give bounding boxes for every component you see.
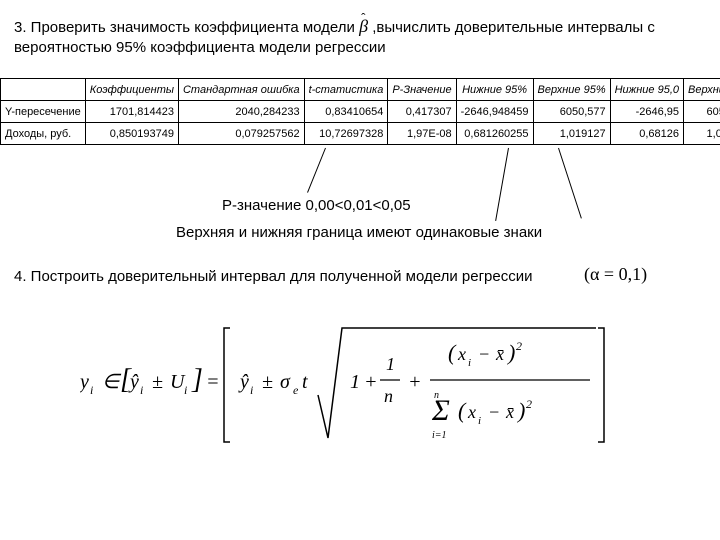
annotation-line — [558, 148, 582, 219]
col-header — [1, 79, 86, 101]
svg-text:σ: σ — [280, 371, 291, 393]
cell: 0,850193749 — [85, 123, 178, 145]
svg-text:e: e — [293, 383, 299, 397]
cell: 10,72697328 — [304, 123, 388, 145]
svg-text:+: + — [364, 371, 378, 393]
svg-text:=: = — [206, 371, 220, 393]
svg-text:i: i — [478, 415, 481, 427]
annotation-line — [307, 148, 326, 193]
cell: 1,019127 — [533, 123, 610, 145]
col-header: Стандартная ошибка — [178, 79, 304, 101]
svg-text:i: i — [250, 383, 253, 397]
cell: 0,079257562 — [178, 123, 304, 145]
cell: 0,68126 — [610, 123, 683, 145]
svg-text:t: t — [302, 371, 308, 393]
svg-text:(: ( — [448, 340, 457, 365]
pvalue-annotation: Р-значение 0,00<0,01<0,05 — [222, 197, 411, 214]
svg-text:i: i — [468, 357, 471, 369]
svg-text:x: x — [457, 344, 466, 364]
alpha-text: (α = 0,1) — [584, 264, 647, 285]
svg-text:x: x — [467, 402, 476, 422]
svg-text:x̄: x̄ — [505, 402, 514, 422]
cell: -2646,948459 — [456, 101, 533, 123]
col-header: t-статистика — [304, 79, 388, 101]
table-header-row: Коэффициенты Стандартная ошибка t-статис… — [1, 79, 720, 101]
bounds-annotation: Верхняя и нижняя граница имеют одинаковы… — [176, 224, 542, 241]
cell: -2646,95 — [610, 101, 683, 123]
svg-text:1: 1 — [350, 371, 360, 393]
beta-symbol: βˆ — [359, 16, 368, 36]
svg-text:y: y — [80, 371, 89, 393]
cell: 0,681260255 — [456, 123, 533, 145]
task3-text: 3. Проверить значимость коэффициента мод… — [14, 14, 706, 59]
col-header: Коэффициенты — [85, 79, 178, 101]
svg-text:(: ( — [458, 398, 467, 423]
confidence-interval-formula: y i ∈ [ ŷ i ± U i ] = ŷ i ± σ e t 1 + 1 … — [80, 320, 610, 455]
svg-text:−: − — [488, 402, 500, 422]
table-row: Y-пересечение 1701,814423 2040,284233 0,… — [1, 101, 720, 123]
beta-hat: ˆ — [361, 9, 365, 27]
svg-text:2: 2 — [516, 339, 522, 353]
cell: 1701,814423 — [85, 101, 178, 123]
svg-text:+: + — [408, 371, 422, 393]
task4-text: 4. Построить доверительный интервал для … — [14, 268, 533, 285]
col-header: Верхние 95% — [533, 79, 610, 101]
cell: 1,01912 — [684, 123, 720, 145]
cell: 6050,577 — [533, 101, 610, 123]
table-row: Доходы, руб. 0,850193749 0,079257562 10,… — [1, 123, 720, 145]
svg-text:ŷ: ŷ — [238, 371, 249, 393]
cell: 0,83410654 — [304, 101, 388, 123]
cell: 0,417307 — [388, 101, 456, 123]
coefficients-table: Коэффициенты Стандартная ошибка t-статис… — [0, 78, 720, 145]
svg-text:ŷ: ŷ — [128, 371, 139, 393]
svg-text:i: i — [184, 383, 187, 397]
cell: 2040,284233 — [178, 101, 304, 123]
svg-text:i: i — [90, 383, 93, 397]
svg-text:−: − — [478, 344, 490, 364]
svg-text:n: n — [434, 390, 439, 401]
svg-text:±: ± — [262, 371, 273, 393]
svg-text:±: ± — [152, 371, 163, 393]
svg-text:): ) — [506, 340, 515, 365]
col-header: Нижние 95% — [456, 79, 533, 101]
svg-text:n: n — [384, 386, 393, 406]
svg-text:]: ] — [191, 364, 203, 395]
col-header: P-Значение — [388, 79, 456, 101]
svg-text:2: 2 — [526, 397, 532, 411]
cell: Доходы, руб. — [1, 123, 86, 145]
col-header: Верхние 95 — [684, 79, 720, 101]
col-header: Нижние 95,0 — [610, 79, 683, 101]
svg-text:∈: ∈ — [102, 371, 122, 393]
formula-svg: y i ∈ [ ŷ i ± U i ] = ŷ i ± σ e t 1 + 1 … — [80, 320, 610, 450]
cell: Y-пересечение — [1, 101, 86, 123]
svg-text:x̄: x̄ — [495, 344, 504, 364]
svg-text:i=1: i=1 — [432, 430, 447, 441]
task3-before: 3. Проверить значимость коэффициента мод… — [14, 19, 359, 36]
svg-text:): ) — [516, 398, 525, 423]
svg-text:i: i — [140, 383, 143, 397]
annotation-line — [495, 148, 509, 221]
cell: 6050,57 — [684, 101, 720, 123]
cell: 1,97E-08 — [388, 123, 456, 145]
svg-text:1: 1 — [386, 354, 395, 374]
